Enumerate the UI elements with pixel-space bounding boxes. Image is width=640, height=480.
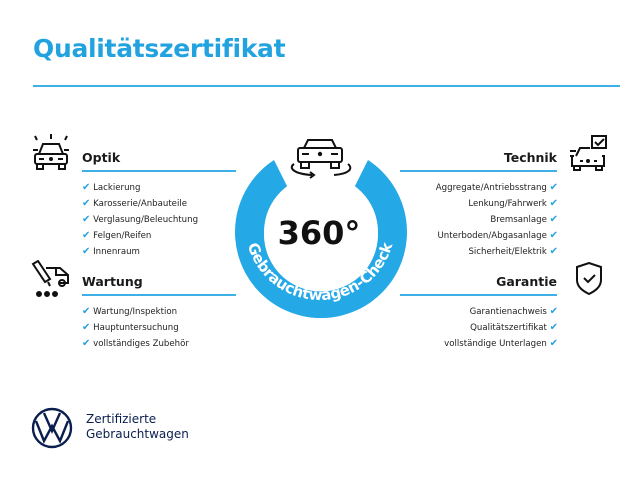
garantie-divider xyxy=(400,294,557,296)
list-item: Lenkung/Fahrwerk ✔ xyxy=(468,198,558,209)
check-icon: ✔ xyxy=(549,214,558,225)
check-icon: ✔ xyxy=(82,198,91,209)
check-icon: ✔ xyxy=(549,230,558,241)
check-icon: ✔ xyxy=(82,230,91,241)
check-icon: ✔ xyxy=(82,182,91,193)
technik-list: Aggregate/Antriebsstrang ✔ Lenkung/Fahrw… xyxy=(436,180,558,260)
title-divider xyxy=(33,85,620,87)
list-item: ✔ Verglasung/Beleuchtung xyxy=(82,214,199,225)
ring xyxy=(235,160,407,319)
optik-list: ✔ Lackierung ✔ Karosserie/Anbauteile ✔ V… xyxy=(82,180,198,260)
section-title-technik: Technik xyxy=(503,150,557,165)
360-label: 360° xyxy=(278,214,361,252)
list-item: Aggregate/Antriebsstrang ✔ xyxy=(435,182,558,193)
list-item: Bremsanlage ✔ xyxy=(490,214,558,225)
list-item: Unterboden/Abgasanlage ✔ xyxy=(437,230,559,241)
page-title: Qualitätszertifikat xyxy=(33,34,286,63)
list-item: ✔ vollständiges Zubehör xyxy=(82,338,189,349)
list-item: ✔ Lackierung xyxy=(82,182,141,193)
wartung-divider xyxy=(82,294,236,296)
check-icon: ✔ xyxy=(82,338,91,349)
technik-divider xyxy=(400,170,557,172)
section-title-wartung: Wartung xyxy=(82,274,143,289)
check-icon: ✔ xyxy=(82,214,91,225)
section-title-garantie: Garantie xyxy=(496,274,557,289)
rotating-car-icon xyxy=(290,139,352,179)
check-icon: ✔ xyxy=(549,306,558,317)
car-checklist-icon xyxy=(570,135,607,171)
car-lights-icon xyxy=(33,134,69,170)
wartung-list: ✔ Wartung/Inspektion ✔ Hauptuntersuchung… xyxy=(82,304,189,352)
list-item: Sicherheit/Elektrik ✔ xyxy=(468,246,558,257)
optik-divider xyxy=(82,170,236,172)
list-item: vollständige Unterlagen ✔ xyxy=(444,338,558,349)
check-icon: ✔ xyxy=(549,182,558,193)
section-title-optik: Optik xyxy=(82,150,121,165)
check-icon: ✔ xyxy=(549,246,558,257)
list-item: Garantienachweis ✔ xyxy=(469,306,558,317)
check-icon: ✔ xyxy=(549,322,558,333)
shield-check-icon xyxy=(576,262,602,296)
service-car-icon xyxy=(31,260,69,297)
check-icon: ✔ xyxy=(82,306,91,317)
list-item: ✔ Karosserie/Anbauteile xyxy=(82,198,188,209)
list-item: ✔ Hauptuntersuchung xyxy=(82,322,179,333)
check-icon: ✔ xyxy=(82,246,91,257)
360-check-badge: Gebrauchtwagen-Check 360° xyxy=(235,139,407,319)
check-icon: ✔ xyxy=(549,338,558,349)
brand-text: Zertifizierte Gebrauchtwagen xyxy=(86,412,189,441)
check-icon: ✔ xyxy=(549,198,558,209)
list-item: ✔ Innenraum xyxy=(82,246,140,257)
list-item: ✔ Wartung/Inspektion xyxy=(82,306,178,317)
garantie-list: Garantienachweis ✔ Qualitätszertifikat ✔… xyxy=(444,304,558,352)
check-icon: ✔ xyxy=(82,322,91,333)
list-item: ✔ Felgen/Reifen xyxy=(82,230,152,241)
list-item: Qualitätszertifikat ✔ xyxy=(470,322,558,333)
vw-logo-icon xyxy=(31,407,73,449)
